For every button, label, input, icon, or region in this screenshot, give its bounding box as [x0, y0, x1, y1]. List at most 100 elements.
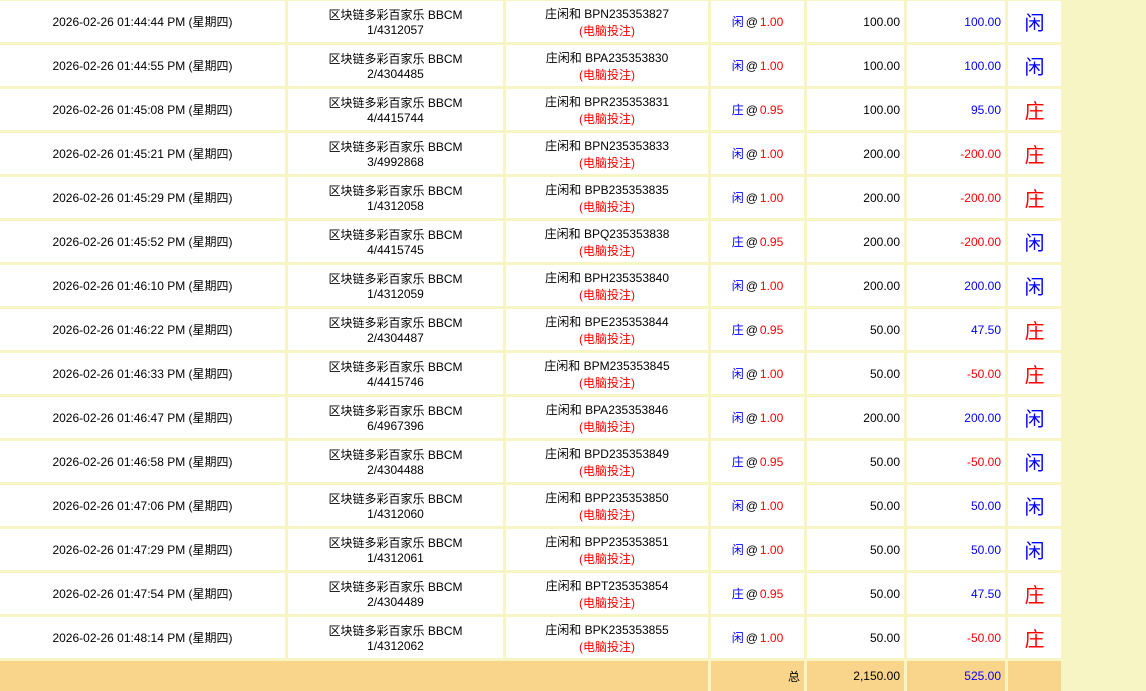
bet-id: 庄闲和 BPD235353849: [544, 446, 670, 461]
odds-cell: 闲 @1.00: [711, 265, 804, 306]
odds-value: 1.00: [759, 146, 784, 161]
game-cell: 区块链多彩百家乐 BBCM 2/4304487: [288, 309, 503, 350]
game-name: 区块链多彩百家乐 BBCM: [328, 140, 463, 154]
round-id: 1/4312061: [367, 551, 424, 565]
odds-cell: 闲 @1.00: [711, 397, 804, 438]
bet-cell: 庄闲和 BPT235353854 (电脑投注): [506, 573, 708, 614]
bet-id: 庄闲和 BPE235353844: [545, 314, 669, 329]
bet-time: 2026-02-26 01:44:55 PM (星期四): [0, 45, 285, 86]
odds-cell: 闲 @1.00: [711, 133, 804, 174]
game-cell: 区块链多彩百家乐 BBCM 6/4967396: [288, 397, 503, 438]
at-sign: @: [745, 102, 758, 117]
bet-side: 庄: [731, 455, 744, 469]
bet-cell: 庄闲和 BPB235353835 (电脑投注): [506, 177, 708, 218]
win-loss: 50.00: [907, 529, 1005, 570]
bet-amount: 50.00: [807, 353, 904, 394]
bet-time: 2026-02-26 01:45:52 PM (星期四): [0, 221, 285, 262]
bet-side: 闲: [731, 411, 744, 425]
result-glyph: 庄: [1008, 133, 1061, 174]
bet-cell: 庄闲和 BPA235353846 (电脑投注): [506, 397, 708, 438]
bet-id: 庄闲和 BPQ235353838: [544, 226, 670, 241]
result-glyph: 庄: [1008, 573, 1061, 614]
round-id: 2/4304488: [367, 463, 424, 477]
bet-note: (电脑投注): [579, 595, 635, 610]
bet-note: (电脑投注): [579, 23, 635, 38]
win-loss: 200.00: [907, 265, 1005, 306]
bet-time: 2026-02-26 01:45:21 PM (星期四): [0, 133, 285, 174]
bet-side: 闲: [731, 499, 744, 513]
round-id: 2/4304487: [367, 331, 424, 345]
bet-id: 庄闲和 BPK235353855: [545, 622, 669, 637]
game-name: 区块链多彩百家乐 BBCM: [328, 404, 463, 418]
bet-cell: 庄闲和 BPA235353830 (电脑投注): [506, 45, 708, 86]
game-name: 区块链多彩百家乐 BBCM: [328, 448, 463, 462]
result-glyph: 闲: [1008, 529, 1061, 570]
round-id: 4/4415744: [367, 111, 424, 125]
odds-cell: 闲 @1.00: [711, 353, 804, 394]
bet-time: 2026-02-26 01:48:14 PM (星期四): [0, 617, 285, 658]
game-name: 区块链多彩百家乐 BBCM: [328, 492, 463, 506]
game-name: 区块链多彩百家乐 BBCM: [328, 316, 463, 330]
game-name: 区块链多彩百家乐 BBCM: [328, 52, 463, 66]
bet-side: 闲: [731, 631, 744, 645]
bet-side: 闲: [731, 147, 744, 161]
bet-history-table: 2026-02-26 01:44:44 PM (星期四) 区块链多彩百家乐 BBC…: [0, 1, 1061, 691]
bet-cell: 庄闲和 BPK235353855 (电脑投注): [506, 617, 708, 658]
bet-amount: 50.00: [807, 485, 904, 526]
bet-amount: 200.00: [807, 177, 904, 218]
at-sign: @: [745, 190, 758, 205]
game-name: 区块链多彩百家乐 BBCM: [328, 184, 463, 198]
game-cell: 区块链多彩百家乐 BBCM 1/4312059: [288, 265, 503, 306]
bet-cell: 庄闲和 BPP235353850 (电脑投注): [506, 485, 708, 526]
round-id: 1/4312058: [367, 199, 424, 213]
bet-id: 庄闲和 BPA235353830: [545, 50, 669, 65]
win-loss: -200.00: [907, 177, 1005, 218]
bet-amount: 50.00: [807, 573, 904, 614]
bet-id: 庄闲和 BPP235353850: [545, 490, 669, 505]
round-id: 3/4992868: [367, 155, 424, 169]
win-loss: 47.50: [907, 573, 1005, 614]
bet-side: 闲: [731, 59, 744, 73]
bet-time: 2026-02-26 01:46:33 PM (星期四): [0, 353, 285, 394]
result-glyph: 闲: [1008, 45, 1061, 86]
odds-cell: 庄 @0.95: [711, 221, 804, 262]
odds-cell: 闲 @1.00: [711, 485, 804, 526]
bet-time: 2026-02-26 01:45:08 PM (星期四): [0, 89, 285, 130]
bet-side: 闲: [731, 543, 744, 557]
footer-total-amount: 2,150.00: [807, 661, 904, 691]
bet-note: (电脑投注): [579, 375, 635, 390]
bet-note: (电脑投注): [579, 419, 635, 434]
win-loss: 200.00: [907, 397, 1005, 438]
footer-empty: [1008, 661, 1061, 691]
bet-cell: 庄闲和 BPN235353827 (电脑投注): [506, 1, 708, 42]
bet-cell: 庄闲和 BPP235353851 (电脑投注): [506, 529, 708, 570]
win-loss: 100.00: [907, 1, 1005, 42]
odds-value: 0.95: [759, 102, 784, 117]
bet-cell: 庄闲和 BPR235353831 (电脑投注): [506, 89, 708, 130]
footer-label: 总: [711, 661, 804, 691]
bet-note: (电脑投注): [579, 639, 635, 654]
bet-side: 闲: [731, 15, 744, 29]
bet-amount: 50.00: [807, 309, 904, 350]
win-loss: -200.00: [907, 133, 1005, 174]
game-name: 区块链多彩百家乐 BBCM: [328, 228, 463, 242]
win-loss: -50.00: [907, 617, 1005, 658]
bet-side: 庄: [731, 587, 744, 601]
game-cell: 区块链多彩百家乐 BBCM 1/4312060: [288, 485, 503, 526]
game-cell: 区块链多彩百家乐 BBCM 2/4304485: [288, 45, 503, 86]
bet-note: (电脑投注): [579, 155, 635, 170]
result-glyph: 闲: [1008, 397, 1061, 438]
game-cell: 区块链多彩百家乐 BBCM 4/4415744: [288, 89, 503, 130]
odds-value: 1.00: [759, 14, 784, 29]
win-loss: 95.00: [907, 89, 1005, 130]
bet-time: 2026-02-26 01:47:29 PM (星期四): [0, 529, 285, 570]
bet-side: 庄: [731, 235, 744, 249]
bet-note: (电脑投注): [579, 331, 635, 346]
bet-time: 2026-02-26 01:46:10 PM (星期四): [0, 265, 285, 306]
bet-cell: 庄闲和 BPM235353845 (电脑投注): [506, 353, 708, 394]
bet-amount: 50.00: [807, 529, 904, 570]
result-glyph: 庄: [1008, 617, 1061, 658]
round-id: 4/4415746: [367, 375, 424, 389]
at-sign: @: [745, 586, 758, 601]
bet-id: 庄闲和 BPN235353833: [544, 138, 670, 153]
